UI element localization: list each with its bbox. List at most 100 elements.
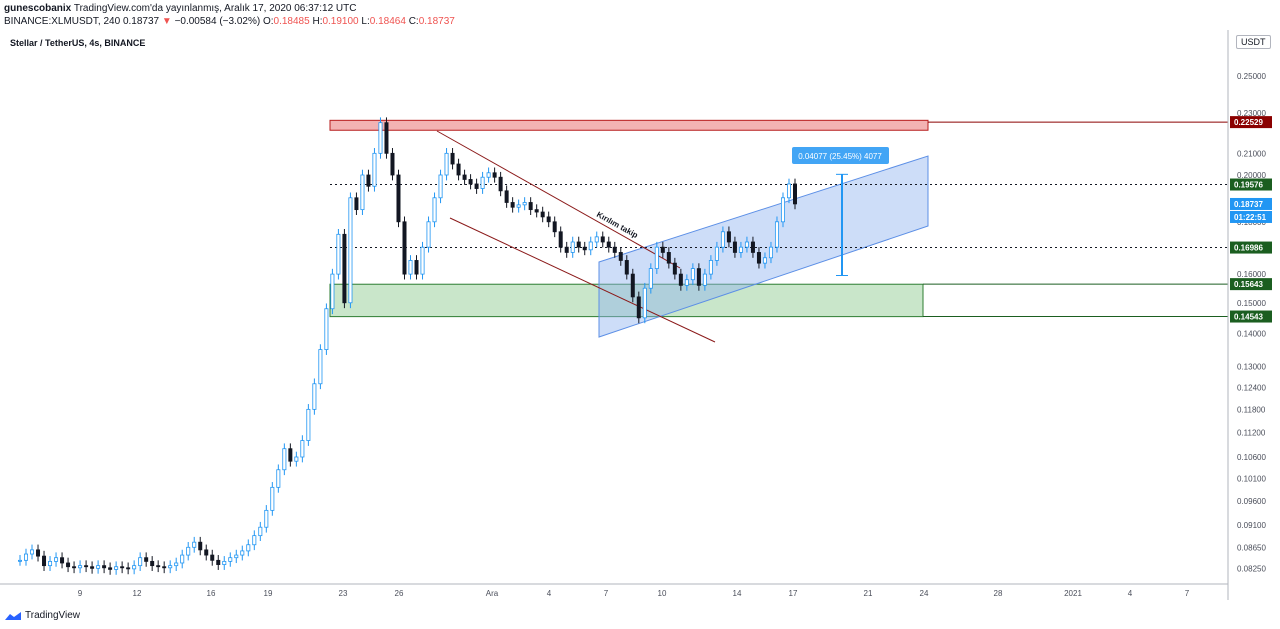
candle-body [594, 236, 599, 243]
candle-body [390, 152, 395, 176]
candle-body [282, 448, 287, 471]
y-tick-label: 0.15000 [1237, 299, 1266, 308]
y-tick-label: 0.09100 [1237, 521, 1266, 530]
candle-body [48, 560, 53, 567]
x-tick-label: 7 [604, 589, 609, 598]
candle-body [342, 233, 347, 304]
y-tick-label: 0.21000 [1237, 149, 1266, 158]
candle-body [582, 246, 587, 251]
candle-body [354, 197, 359, 211]
candle-body [306, 408, 311, 441]
y-tick-label: 0.09600 [1237, 497, 1266, 506]
chart-title: Stellar / TetherUS, 4s, BINANCE [10, 38, 146, 48]
price-label-bg [1230, 178, 1272, 191]
candle-body [576, 241, 581, 248]
candle-body [438, 174, 443, 199]
publish-info: gunescobanix TradingView.com'da yayınlan… [4, 3, 356, 14]
candle-body [648, 268, 653, 289]
candle-body [264, 509, 269, 528]
candle-body [90, 566, 95, 569]
candle-body [294, 456, 299, 462]
price-label: 0.22529 [1234, 118, 1263, 127]
x-tick-label: 21 [864, 589, 873, 598]
candle-body [240, 550, 245, 556]
candle-body [690, 268, 695, 281]
candle-body [210, 554, 215, 561]
candle-body [744, 241, 749, 248]
candle-body [528, 202, 533, 211]
candle-body [786, 183, 791, 199]
published-text: TradingView.com'da yayınlanmış, Aralık 1… [73, 3, 357, 14]
last-price: 0.18737 [122, 16, 160, 27]
currency-unit[interactable]: USDT [1236, 35, 1271, 49]
candle-body [102, 565, 107, 569]
candle-body [474, 183, 479, 189]
candle-body [618, 252, 623, 261]
candle-body [216, 559, 221, 565]
x-tick-label: 16 [207, 589, 216, 598]
downtrend-line [436, 130, 681, 269]
candle-body [504, 190, 509, 203]
candle-body [156, 565, 161, 568]
tradingview-logo-icon [5, 611, 21, 620]
price-label-bg [1230, 197, 1272, 210]
x-tick-label: 4 [1128, 589, 1133, 598]
candle-body [612, 246, 617, 253]
candle-body [288, 448, 293, 462]
high-value: 0.19100 [322, 16, 359, 27]
candle-body [636, 296, 641, 319]
candle-body [426, 221, 431, 248]
y-tick-label: 0.25000 [1237, 72, 1266, 81]
candle-body [546, 216, 551, 223]
candle-body [708, 260, 713, 275]
candle-body [552, 221, 557, 233]
trendline-label: Kırılım takip [595, 210, 640, 240]
y-tick-label: 0.14000 [1237, 329, 1266, 338]
candle-body [570, 241, 575, 253]
candle-body [384, 122, 389, 154]
candle-body [558, 231, 563, 248]
x-tick-label: 9 [78, 589, 83, 598]
candle-body [678, 273, 683, 286]
candle-body [330, 273, 335, 310]
y-tick-label: 0.08650 [1237, 543, 1266, 552]
y-tick-label: 0.11200 [1237, 429, 1266, 438]
candle-body [204, 549, 209, 556]
low-value: 0.18464 [369, 16, 406, 27]
candle-body [450, 152, 455, 165]
y-tick-label: 0.23000 [1237, 109, 1266, 118]
candle-body [456, 163, 461, 176]
change: −0.00584 (−3.02%) [174, 16, 261, 27]
x-tick-label: 4 [547, 589, 552, 598]
candle-body [540, 211, 545, 218]
candle-body [114, 566, 119, 570]
candle-body [672, 262, 677, 275]
x-tick-label: 7 [1185, 589, 1190, 598]
candle-body [660, 246, 665, 253]
candle-body [762, 257, 767, 264]
candle-body [774, 221, 779, 248]
candle-body [360, 174, 365, 211]
candle-body [408, 260, 413, 275]
candle-body [378, 122, 383, 154]
y-tick-label: 0.08250 [1237, 564, 1266, 573]
candle-body [534, 209, 539, 213]
low-label: L: [361, 16, 370, 27]
candle-body [750, 241, 755, 253]
price-label-bg [1230, 210, 1272, 223]
candle-body [180, 554, 185, 564]
candle-body [120, 566, 125, 569]
candle-body [258, 526, 263, 537]
price-label: 0.19576 [1234, 181, 1263, 190]
y-tick-label: 0.13000 [1237, 362, 1266, 371]
x-tick-label: 17 [789, 589, 798, 598]
candle-body [372, 152, 377, 187]
price-label-bg [1230, 278, 1272, 291]
candle-body [318, 349, 323, 385]
price-label-bg [1230, 310, 1272, 323]
candle-body [793, 183, 798, 205]
price-label-bg [1230, 116, 1272, 129]
candle-body [462, 174, 467, 180]
candle-body [432, 197, 437, 223]
